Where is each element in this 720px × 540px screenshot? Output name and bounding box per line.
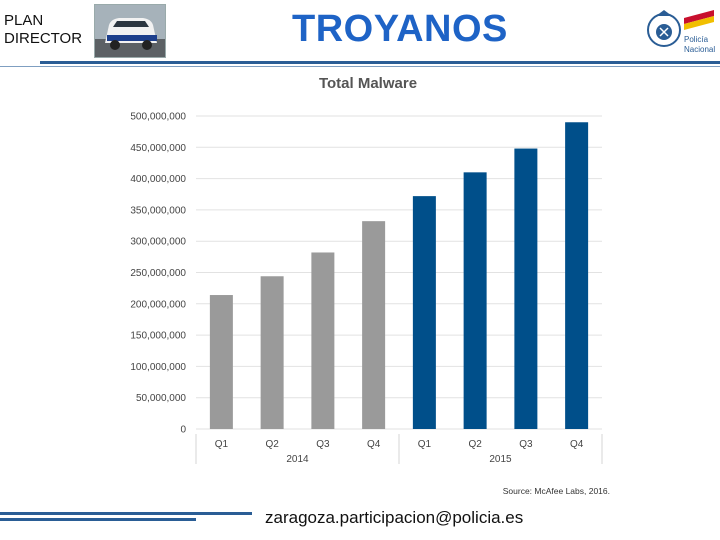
header-divider-thin (0, 66, 720, 67)
logo-text-1: Policía (684, 35, 709, 44)
y-tick-label: 500,000,000 (130, 112, 186, 123)
spain-flag-stripes-icon (684, 10, 714, 30)
logo-text-2: Nacional (684, 45, 715, 54)
x-tick-label: Q4 (570, 439, 584, 450)
x-tick-label: Q1 (215, 439, 229, 450)
y-tick-label: 50,000,000 (136, 393, 186, 404)
page-title: TROYANOS (292, 8, 508, 50)
police-car-photo (94, 4, 166, 58)
footer-divider-2 (0, 518, 196, 521)
bar (412, 196, 436, 429)
x-group-label: 2015 (489, 454, 512, 465)
contact-email: zaragoza.participacion@policia.es (265, 508, 524, 527)
plan-line-1: PLAN (4, 12, 44, 29)
x-tick-label: Q2 (265, 439, 279, 450)
x-tick-label: Q2 (468, 439, 482, 450)
bar (260, 276, 284, 429)
bar (565, 122, 589, 429)
bar (463, 172, 487, 429)
grid-lines (196, 115, 602, 430)
header-divider (40, 61, 720, 64)
x-axis-ticks: Q1 Q2 Q3 Q4 Q1 Q2 Q3 Q4 2014 2015 (195, 434, 603, 465)
y-tick-label: 250,000,000 (130, 268, 186, 279)
bar (514, 148, 538, 429)
bar (209, 295, 233, 429)
y-tick-label: 200,000,000 (130, 299, 186, 310)
y-tick-label: 400,000,000 (130, 174, 186, 185)
y-tick-label: 0 (180, 425, 186, 436)
x-tick-label: Q3 (316, 439, 330, 450)
x-tick-label: Q4 (367, 439, 381, 450)
y-axis-ticks: 0 50,000,000 100,000,000 150,000,000 200,000… (130, 112, 186, 436)
bar (311, 252, 335, 429)
bar (362, 221, 386, 429)
x-group-label: 2014 (286, 454, 309, 465)
x-tick-label: Q1 (418, 439, 432, 450)
y-tick-label: 150,000,000 (130, 331, 186, 342)
y-tick-label: 300,000,000 (130, 237, 186, 248)
plan-line-2: DIRECTOR (4, 30, 83, 47)
footer-divider-1 (0, 512, 252, 515)
chart-title: Total Malware (319, 75, 417, 92)
chart-source: Source: McAfee Labs, 2016. (503, 486, 610, 496)
policia-nacional-logo: Policía Nacional (644, 4, 718, 56)
y-tick-label: 100,000,000 (130, 362, 186, 373)
y-tick-label: 350,000,000 (130, 205, 186, 216)
y-tick-label: 450,000,000 (130, 143, 186, 154)
plan-director-label: PLAN DIRECTOR (4, 12, 82, 48)
bars (209, 122, 589, 429)
x-tick-label: Q3 (519, 439, 533, 450)
total-malware-chart: Total Malware 0 50,000,000 100,000,000 150,… (130, 75, 610, 496)
shield-icon (647, 10, 681, 47)
